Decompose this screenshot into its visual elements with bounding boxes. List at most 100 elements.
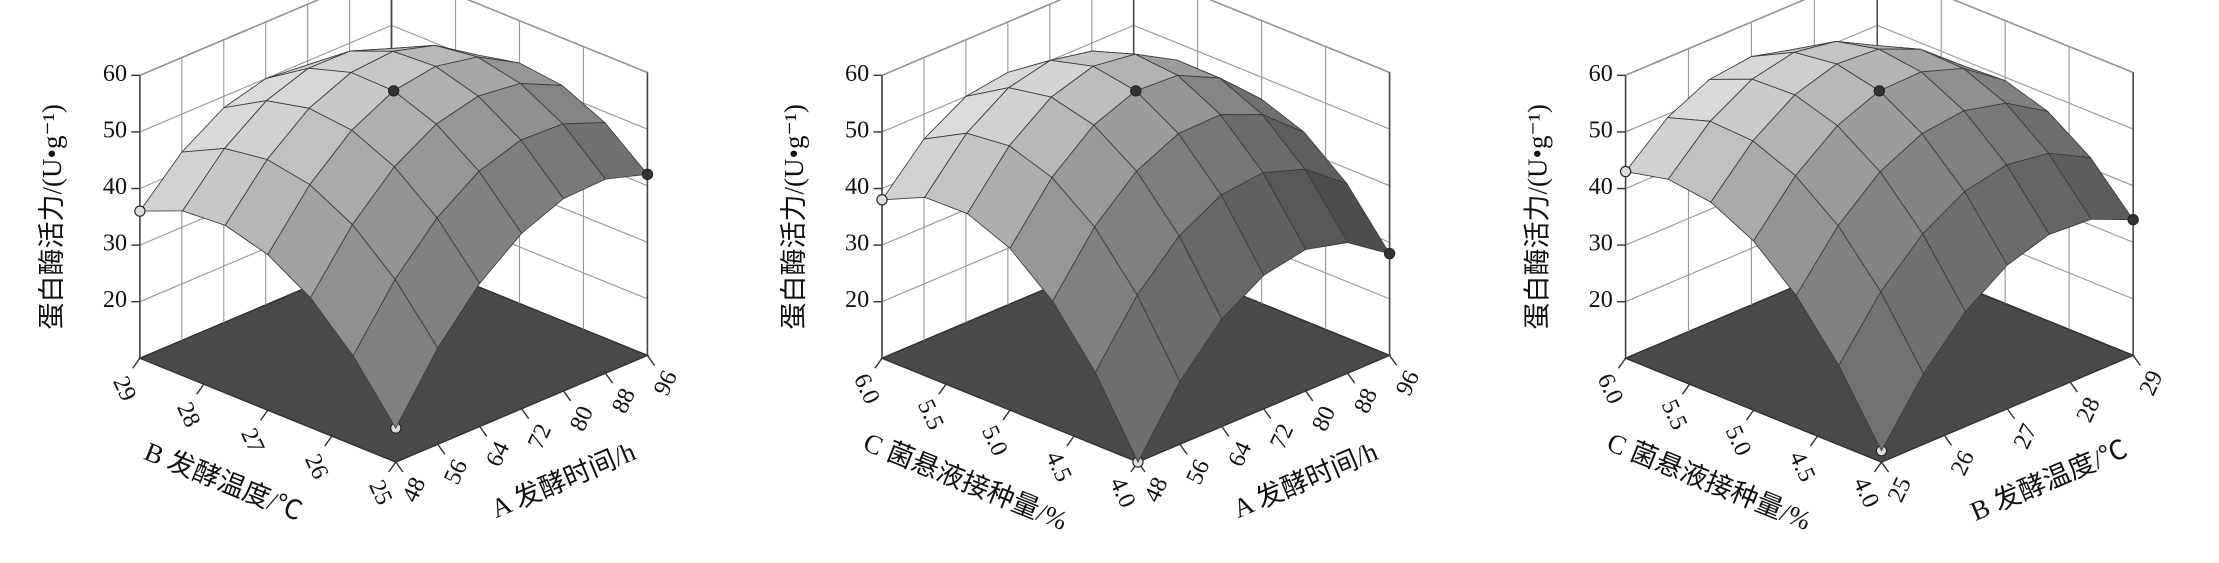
x-tick-label: 88 [606, 384, 641, 417]
x-tick-label: 96 [1390, 366, 1425, 399]
z-axis-title: 蛋白酶活力/(U•g⁻¹) [37, 104, 67, 329]
tick-mark [1305, 390, 1314, 402]
x-tick-label: 28 [2071, 393, 2106, 426]
z-tick-label: 20 [103, 286, 127, 313]
y-tick-label: 5.5 [912, 395, 949, 434]
x-tick-label: 48 [397, 473, 432, 506]
z-tick-label: 30 [1589, 230, 1613, 257]
tick-mark [562, 390, 572, 402]
tick-mark [437, 443, 446, 455]
tick-mark [132, 357, 141, 369]
x-tick-label: 48 [1139, 473, 1174, 506]
z-tick-label: 30 [845, 230, 869, 257]
design-point [641, 168, 654, 181]
tick-mark [2006, 408, 2016, 420]
z-tick-label: 30 [103, 230, 127, 257]
y-tick-label: 5.0 [1720, 421, 1757, 460]
tick-mark [395, 461, 404, 473]
tick-mark [1002, 409, 1011, 421]
tick-mark [938, 383, 947, 395]
x-tick-label: 88 [1348, 384, 1383, 417]
x-tick-label: 80 [1306, 402, 1341, 435]
tick-mark [479, 426, 488, 437]
tick-mark [1066, 435, 1075, 447]
x-tick-label: 96 [648, 366, 683, 399]
y-tick-label: 28 [171, 398, 206, 431]
tick-mark [1681, 383, 1691, 395]
tick-mark [388, 461, 397, 473]
y-tick-label: 4.5 [1784, 447, 1821, 486]
design-point [1130, 85, 1142, 97]
surface-patch [1838, 290, 1924, 452]
y-tick-label: 27 [235, 424, 270, 457]
x-tick-label: 26 [1945, 446, 1980, 479]
tick-mark [2069, 381, 2078, 393]
tick-mark [260, 409, 269, 421]
x-tick-label: 64 [1223, 437, 1258, 470]
x-tick-label: 56 [439, 455, 474, 488]
y-tick-label: 4.0 [1848, 473, 1885, 512]
tick-mark [1617, 357, 1627, 369]
tick-mark [324, 435, 333, 447]
z-tick-label: 50 [103, 116, 127, 143]
tick-mark [874, 357, 883, 369]
z-axis-title: 蛋白酶活力/(U•g⁻¹) [779, 104, 809, 329]
surface-patch [1094, 294, 1181, 464]
tick-mark [521, 408, 530, 420]
design-point [134, 205, 146, 217]
tick-mark [1179, 443, 1188, 455]
y-axis-title: B 发酵温度/℃ [140, 436, 306, 526]
y-axis-title: C 菌悬液接种量/% [859, 427, 1071, 536]
x-tick-label: 29 [2134, 366, 2169, 399]
surface-patch [352, 278, 439, 429]
tick-mark [1873, 461, 1883, 473]
tick-mark [1943, 434, 1953, 446]
surface-chart: 20 30 40 50 60 25 26 27 28 29 4.0 4.5 5.0 5.5 6.0 蛋白酶活力… [1522, 0, 2169, 536]
design-point [387, 85, 400, 97]
design-point [1873, 85, 1886, 97]
x-axis-title: B 发酵温度/℃ [1966, 434, 2132, 527]
y-tick-label: 6.0 [848, 369, 885, 408]
z-tick-label: 50 [845, 116, 869, 143]
z-tick-label: 40 [1589, 173, 1613, 200]
x-tick-label: 72 [1265, 420, 1300, 453]
y-tick-label: 5.5 [1656, 395, 1693, 434]
tick-mark [1880, 461, 1890, 473]
design-point [1383, 247, 1396, 260]
y-tick-label: 25 [363, 476, 398, 509]
tick-mark [1221, 426, 1230, 437]
z-tick-label: 40 [845, 173, 869, 200]
tick-mark [1745, 409, 1755, 421]
y-tick-label: 29 [107, 372, 142, 405]
y-axis-title: C 菌悬液接种量/% [1603, 427, 1815, 536]
design-point [876, 194, 888, 206]
x-tick-label: 25 [1882, 473, 1917, 506]
y-tick-label: 5.0 [976, 421, 1013, 460]
tick-mark [2132, 355, 2141, 366]
z-axis-title: 蛋白酶活力/(U•g⁻¹) [1522, 104, 1552, 329]
y-tick-label: 26 [299, 450, 334, 483]
tick-mark [604, 372, 614, 384]
tick-mark [1347, 372, 1356, 384]
design-point [1619, 165, 1632, 178]
x-tick-label: 56 [1181, 455, 1216, 488]
x-tick-label: 72 [522, 420, 557, 453]
tick-mark [646, 355, 656, 366]
tick-mark [196, 383, 205, 395]
y-tick-label: 6.0 [1592, 369, 1629, 408]
x-tick-label: 27 [2008, 420, 2043, 453]
z-tick-label: 60 [1589, 60, 1613, 87]
z-tick-label: 60 [845, 60, 869, 87]
x-tick-label: 80 [564, 402, 599, 435]
z-tick-label: 40 [103, 173, 127, 200]
y-tick-label: 4.5 [1040, 447, 1077, 486]
z-tick-label: 50 [1589, 116, 1613, 143]
z-tick-label: 20 [1589, 286, 1613, 313]
z-tick-label: 60 [103, 60, 127, 87]
y-tick-label: 4.0 [1104, 473, 1141, 512]
tick-mark [1388, 355, 1398, 366]
